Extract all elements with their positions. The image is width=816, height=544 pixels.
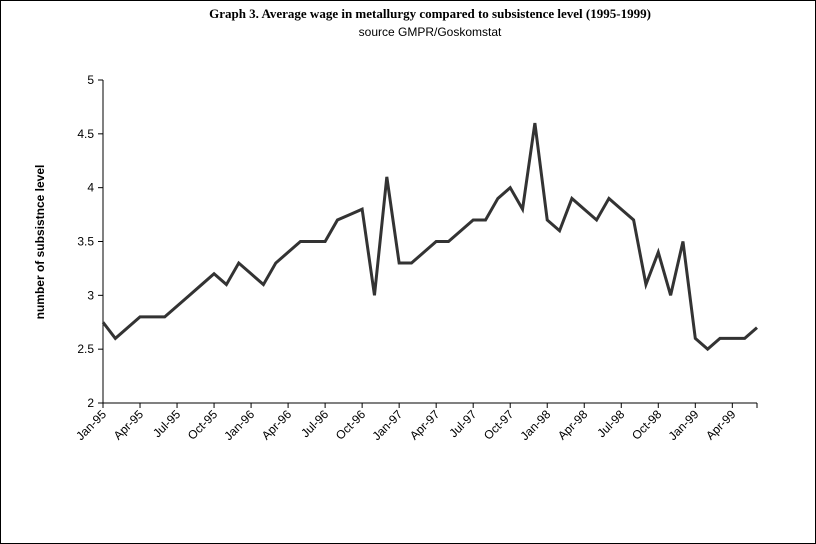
y-tick-label: 2 [87, 396, 94, 410]
y-tick-label: 4.5 [77, 127, 94, 141]
y-tick-label: 4 [87, 181, 94, 195]
data-line [101, 122, 758, 352]
y-tick-label: 5 [87, 73, 94, 87]
y-axis-label: number of subsistnce level [33, 165, 47, 320]
y-tick-label: 3.5 [77, 235, 94, 249]
y-tick-label: 2.5 [77, 342, 94, 356]
y-tick-label: 3 [87, 288, 94, 302]
chart-subtitle: source GMPR/Goskomstat [359, 25, 502, 39]
chart-title: Graph 3. Average wage in metallurgy comp… [209, 6, 651, 21]
